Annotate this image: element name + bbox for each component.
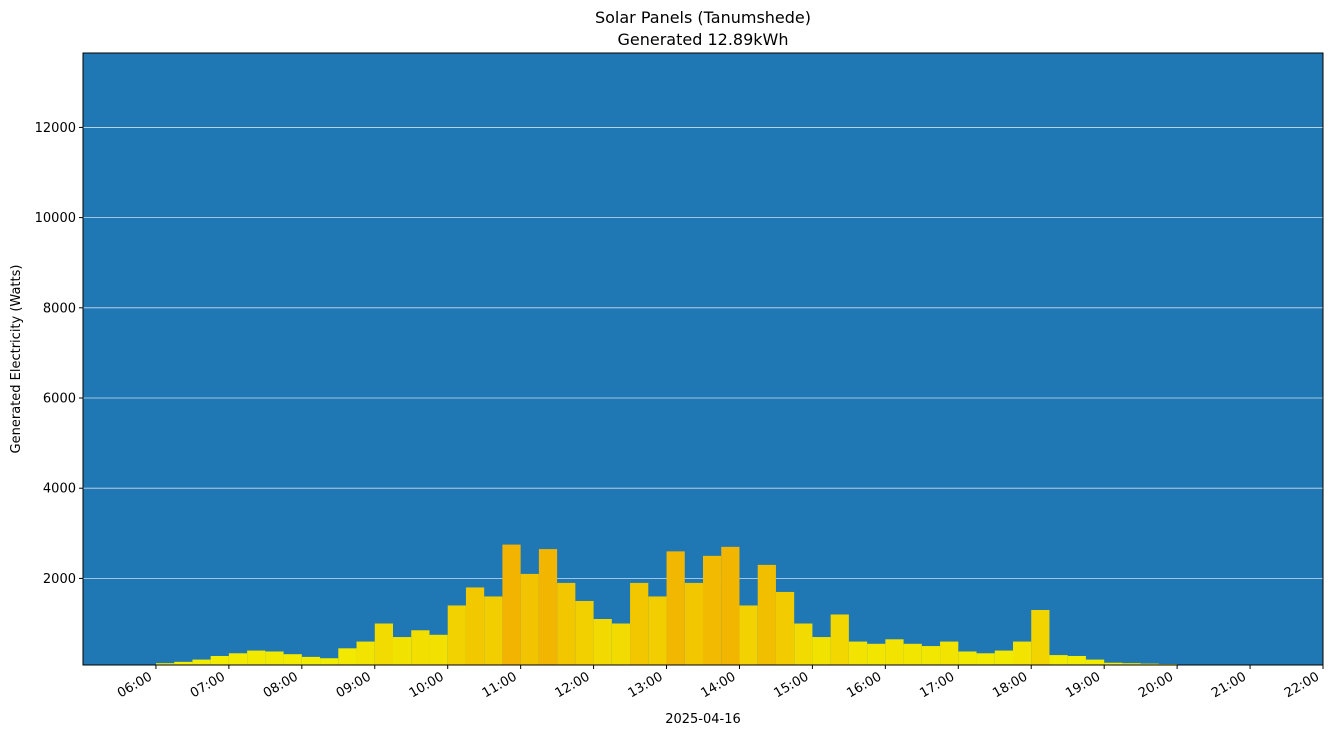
- chart-subtitle: Generated 12.89kWh: [618, 30, 789, 49]
- x-axis: 06:00 07:00 08:00 09:00 10:00 11:00 12:00 13:00…: [115, 665, 1324, 701]
- bar: [721, 546, 740, 665]
- bar: [356, 641, 375, 665]
- y-tick-label: 2000: [43, 572, 76, 587]
- bar: [885, 639, 904, 665]
- bar: [283, 654, 302, 665]
- bar: [757, 564, 776, 665]
- chart-title: Solar Panels (Tanumshede): [595, 8, 811, 27]
- y-tick-label: 12000: [35, 121, 76, 136]
- bar: [1031, 609, 1050, 665]
- y-tick-label: 10000: [35, 211, 76, 226]
- bar: [921, 646, 941, 665]
- bar: [374, 623, 393, 665]
- bar: [830, 614, 849, 665]
- x-tick-label: 10:00: [407, 669, 447, 701]
- bar: [484, 596, 503, 665]
- bars: [155, 544, 1196, 665]
- x-tick-label: 17:00: [917, 669, 957, 701]
- bar: [465, 587, 485, 665]
- x-tick-label: 15:00: [771, 669, 811, 701]
- x-tick-label: 19:00: [1063, 669, 1103, 701]
- bar: [575, 600, 594, 665]
- bar: [174, 661, 193, 665]
- x-tick-label: 06:00: [115, 669, 155, 701]
- bar: [320, 658, 339, 665]
- y-tick-label: 6000: [43, 392, 76, 407]
- y-axis-label: Generated Electricity (Watts): [9, 265, 24, 454]
- bar: [520, 573, 539, 665]
- x-tick-label: 21:00: [1209, 669, 1249, 701]
- bar: [739, 605, 758, 665]
- x-tick-label: 16:00: [844, 669, 884, 701]
- grid: [83, 127, 1323, 579]
- bar: [648, 596, 667, 665]
- x-tick-label: 20:00: [1136, 669, 1176, 701]
- bar: [684, 582, 703, 665]
- x-tick-label: 09:00: [334, 669, 374, 701]
- bar: [192, 659, 211, 665]
- bar: [1104, 662, 1123, 665]
- bar: [775, 591, 795, 665]
- x-tick-label: 18:00: [990, 669, 1030, 701]
- bar: [1049, 655, 1068, 665]
- bar: [393, 637, 412, 665]
- bar: [703, 555, 722, 665]
- bar: [611, 623, 631, 665]
- bar: [228, 653, 248, 665]
- bar: [903, 643, 922, 665]
- x-axis-label: 2025-04-16: [665, 712, 741, 727]
- bar: [502, 544, 521, 665]
- bar: [247, 650, 266, 665]
- bar: [447, 605, 466, 665]
- x-tick-label: 13:00: [626, 669, 666, 701]
- bar: [301, 656, 321, 665]
- x-tick-label: 08:00: [261, 669, 301, 701]
- bar: [265, 651, 284, 665]
- x-tick-label: 07:00: [188, 669, 228, 701]
- x-tick-label: 12:00: [553, 669, 593, 701]
- bar: [958, 651, 977, 665]
- bar: [994, 650, 1013, 665]
- bar: [155, 663, 175, 665]
- bar: [1140, 663, 1159, 665]
- x-tick-label: 14:00: [699, 669, 739, 701]
- bar: [940, 641, 959, 665]
- y-tick-label: 4000: [43, 482, 76, 497]
- y-axis: 2000 4000 6000 8000 10000 12000: [35, 121, 83, 587]
- bar: [630, 582, 649, 665]
- bar: [794, 623, 813, 665]
- bar: [666, 551, 685, 665]
- bar: [538, 549, 558, 665]
- bar: [1013, 641, 1032, 665]
- x-tick-label: 22:00: [1282, 669, 1322, 701]
- bar: [429, 634, 448, 665]
- bar: [848, 641, 868, 665]
- bar: [1067, 655, 1086, 665]
- bar: [1085, 659, 1105, 665]
- bar: [867, 643, 886, 665]
- bar: [976, 653, 995, 665]
- x-tick-label: 11:00: [480, 669, 520, 701]
- plot-frame: [82, 52, 1324, 666]
- bar: [1122, 663, 1141, 665]
- bar: [593, 618, 612, 665]
- bar: [812, 637, 831, 665]
- bar: [338, 648, 357, 665]
- bar: [411, 630, 430, 665]
- y-tick-label: 8000: [43, 301, 76, 316]
- bar: [557, 582, 576, 665]
- bar: [210, 655, 229, 665]
